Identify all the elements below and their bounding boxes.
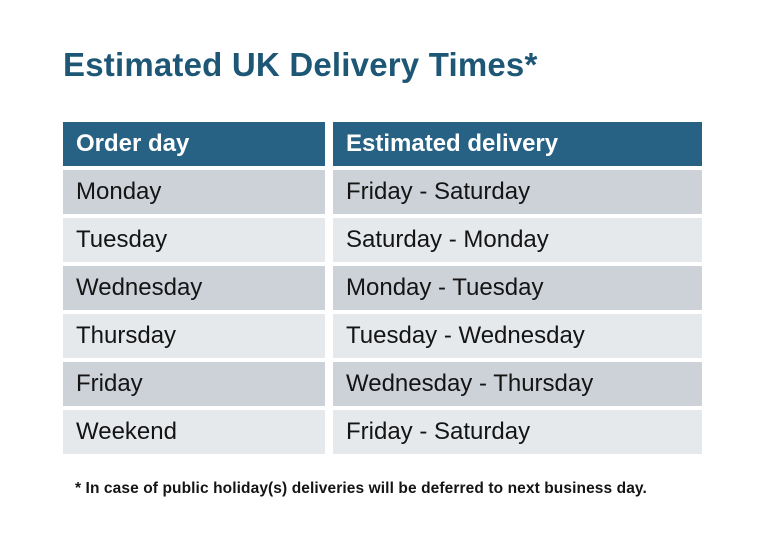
table-header-row: Order day Estimated delivery xyxy=(63,122,702,166)
table-row-tuesday: Tuesday Saturday - Monday xyxy=(63,218,702,262)
table-row-thursday: Thursday Tuesday - Wednesday xyxy=(63,314,702,358)
table-row-friday: Friday Wednesday - Thursday xyxy=(63,362,702,406)
table-row-monday: Monday Friday - Saturday xyxy=(63,170,702,214)
delivery-cell: Friday - Saturday xyxy=(333,170,702,214)
order-day-cell: Tuesday xyxy=(63,218,325,262)
delivery-cell: Saturday - Monday xyxy=(333,218,702,262)
delivery-cell: Monday - Tuesday xyxy=(333,266,702,310)
delivery-cell: Wednesday - Thursday xyxy=(333,362,702,406)
delivery-times-table: Order day Estimated delivery Monday Frid… xyxy=(63,122,702,454)
delivery-cell: Friday - Saturday xyxy=(333,410,702,454)
order-day-cell: Wednesday xyxy=(63,266,325,310)
column-header-estimated-delivery: Estimated delivery xyxy=(333,122,702,166)
table-row-weekend: Weekend Friday - Saturday xyxy=(63,410,702,454)
table-row-wednesday: Wednesday Monday - Tuesday xyxy=(63,266,702,310)
order-day-cell: Friday xyxy=(63,362,325,406)
page-title: Estimated UK Delivery Times* xyxy=(63,46,538,83)
column-header-order-day: Order day xyxy=(63,122,325,166)
order-day-cell: Monday xyxy=(63,170,325,214)
footnote: * In case of public holiday(s) deliverie… xyxy=(75,480,647,497)
order-day-cell: Thursday xyxy=(63,314,325,358)
order-day-cell: Weekend xyxy=(63,410,325,454)
delivery-cell: Tuesday - Wednesday xyxy=(333,314,702,358)
